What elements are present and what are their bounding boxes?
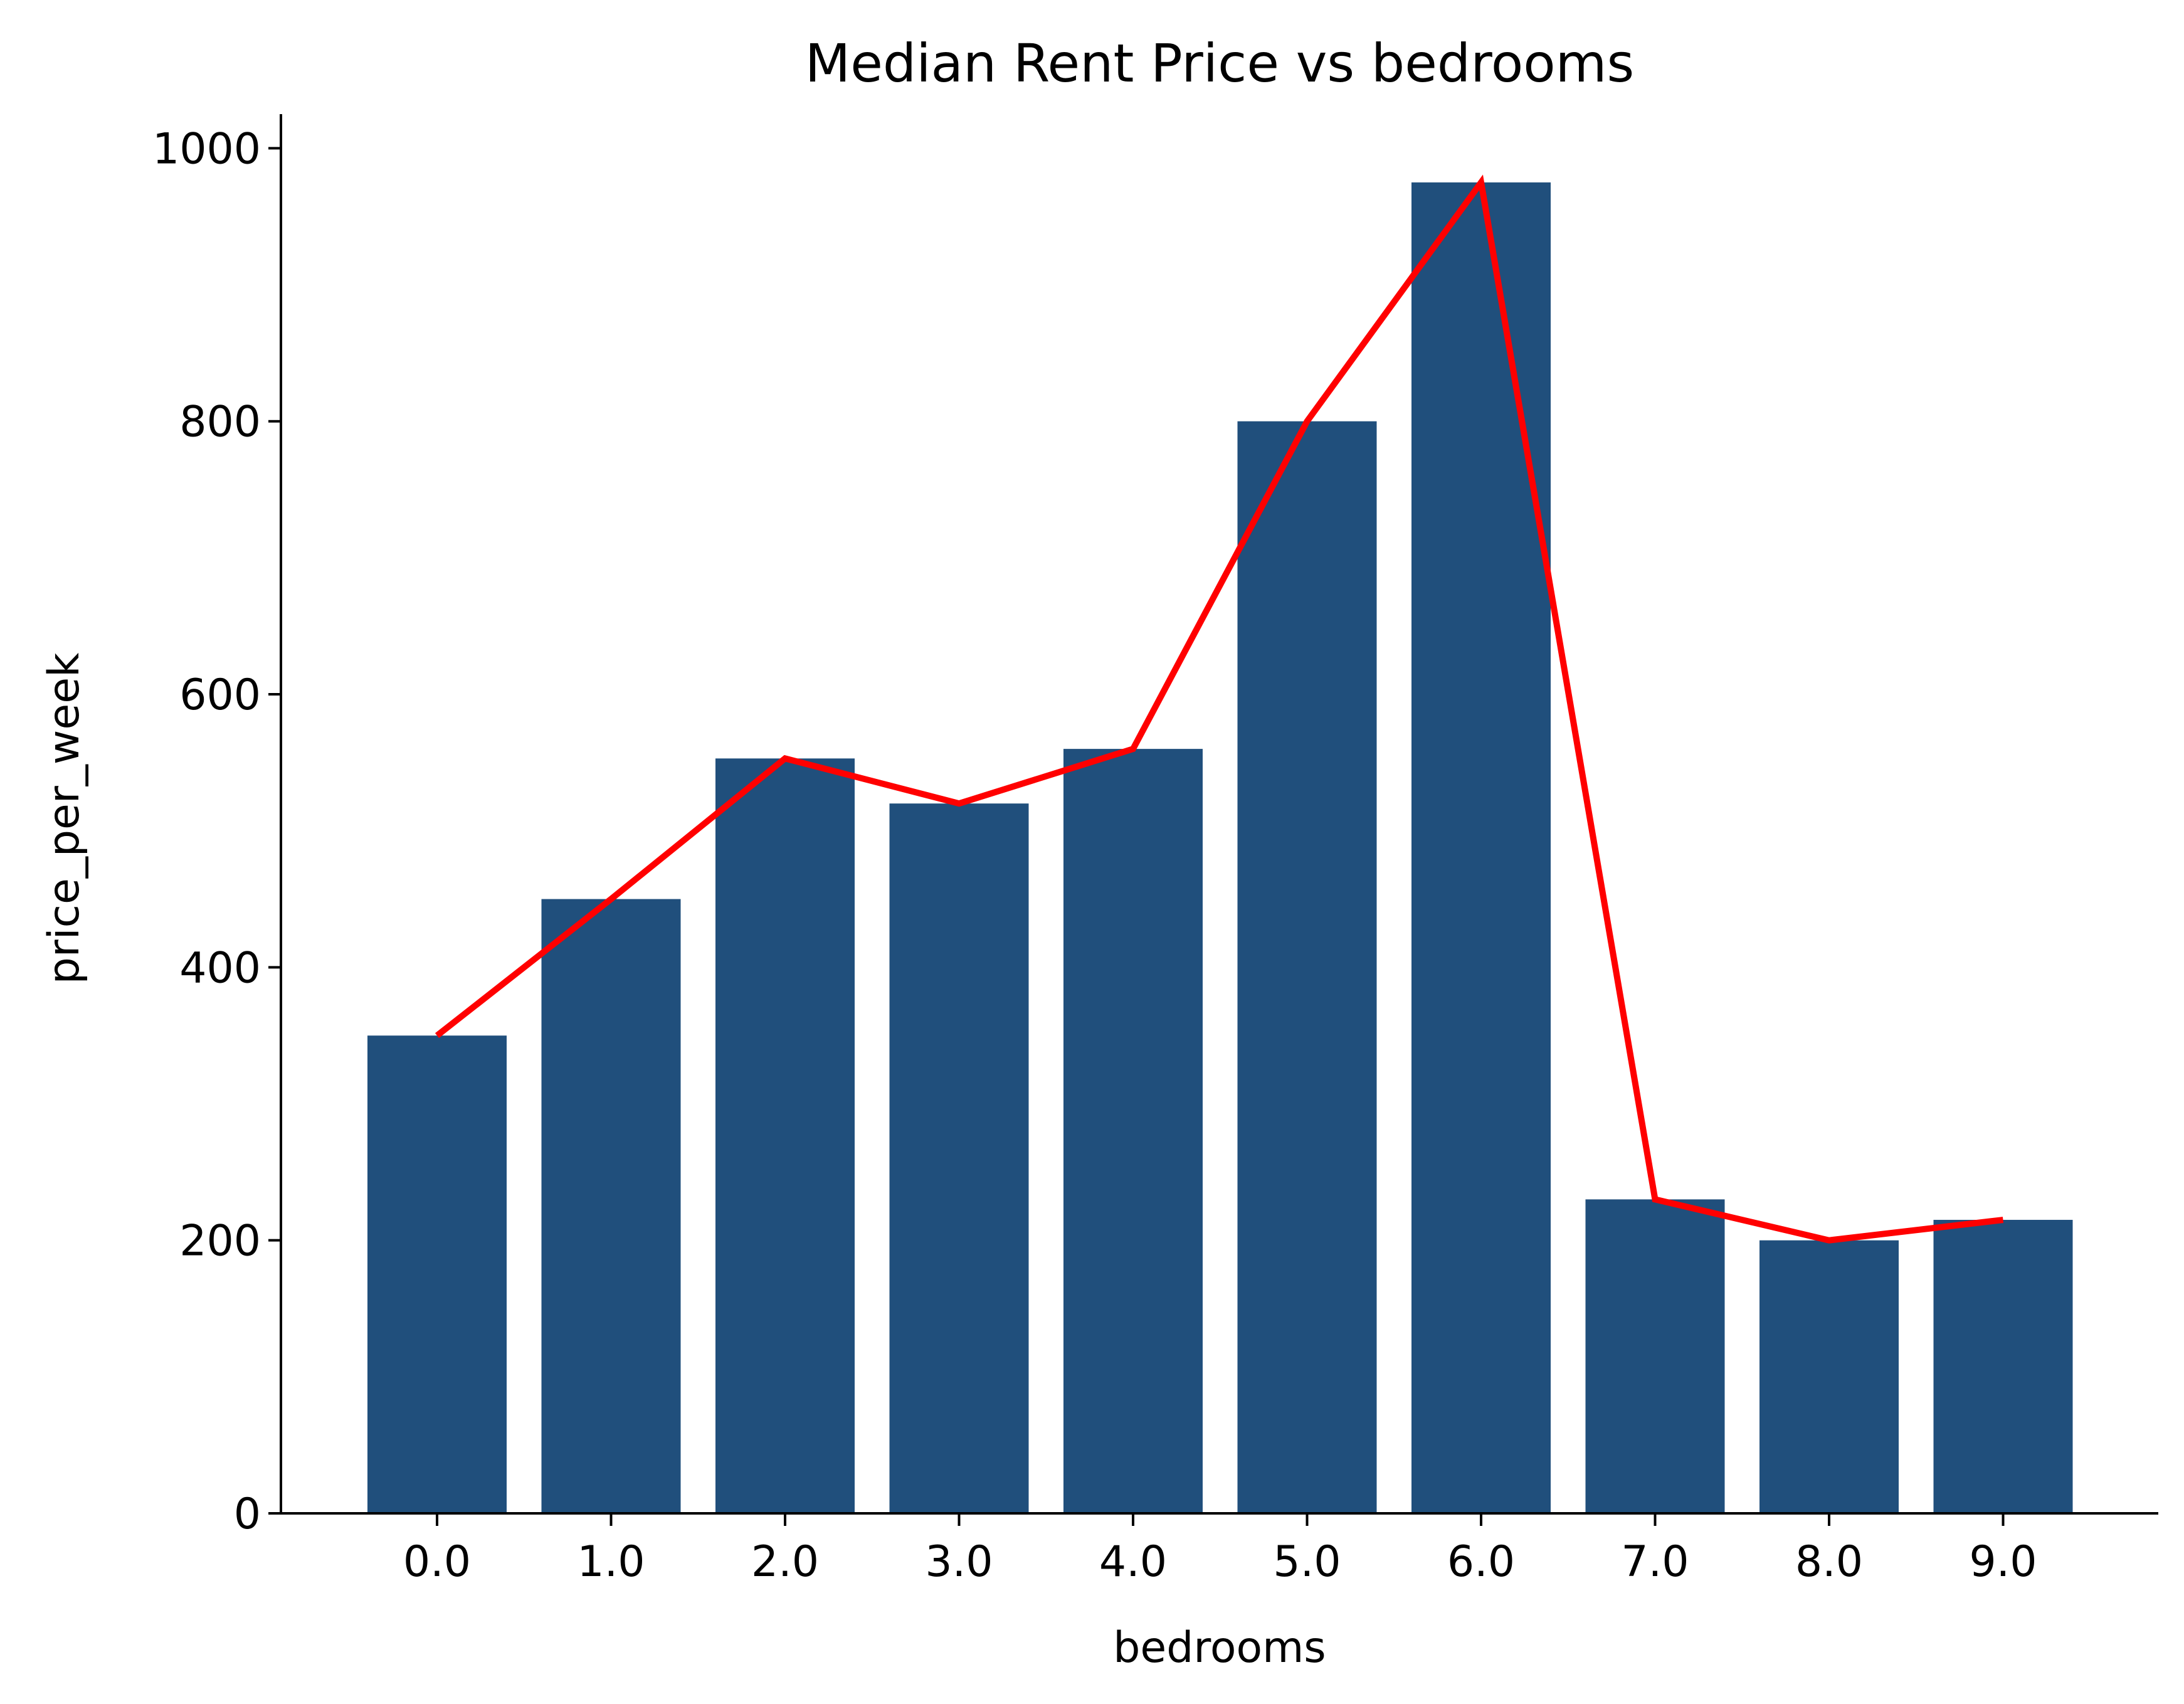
bar-2.0: [715, 758, 855, 1513]
bar-7.0: [1585, 1199, 1725, 1513]
line-layer: [435, 174, 2004, 1244]
bar-1.0: [541, 899, 681, 1513]
bar-4.0: [1063, 749, 1203, 1513]
x-tick-label-0.0: 0.0: [403, 1537, 471, 1587]
x-tick-label-8.0: 8.0: [1795, 1537, 1863, 1587]
y-tick-label-800: 800: [179, 398, 261, 447]
x-axis-label: bedrooms: [1113, 1623, 1326, 1673]
chart-title: Median Rent Price vs bedrooms: [805, 33, 1635, 94]
bar-8.0: [1759, 1240, 1899, 1513]
bar-6.0: [1411, 182, 1551, 1513]
x-tick-label-9.0: 9.0: [1969, 1537, 2037, 1587]
x-tick-label-6.0: 6.0: [1447, 1537, 1515, 1587]
x-tick-label-7.0: 7.0: [1621, 1537, 1689, 1587]
x-tick-label-5.0: 5.0: [1273, 1537, 1341, 1587]
y-tick-label-600: 600: [179, 670, 261, 720]
y-tick-label-0: 0: [234, 1490, 261, 1539]
bar-5.0: [1237, 421, 1377, 1513]
x-tick-label-4.0: 4.0: [1099, 1537, 1167, 1587]
y-tick-label-1000: 1000: [152, 124, 261, 174]
x-tick-label-3.0: 3.0: [925, 1537, 993, 1587]
bar-3.0: [889, 803, 1029, 1513]
bars-layer: [367, 182, 2073, 1513]
x-ticks-layer: 0.0 1.0 2.0 3.0 4.0 5.0 6.0 7.0 8.0 9.0: [403, 1513, 2037, 1587]
trend-line: [435, 174, 2004, 1244]
y-tick-label-200: 200: [179, 1217, 261, 1266]
y-axis-label: price_per_week: [40, 652, 89, 984]
y-ticks-layer: 0 200 400 600 800 1000: [152, 124, 281, 1539]
x-tick-label-1.0: 1.0: [577, 1537, 645, 1587]
x-tick-label-2.0: 2.0: [751, 1537, 819, 1587]
bar-0.0: [367, 1035, 507, 1513]
y-tick-label-400: 400: [179, 943, 261, 993]
bar-9.0: [1933, 1220, 2073, 1513]
